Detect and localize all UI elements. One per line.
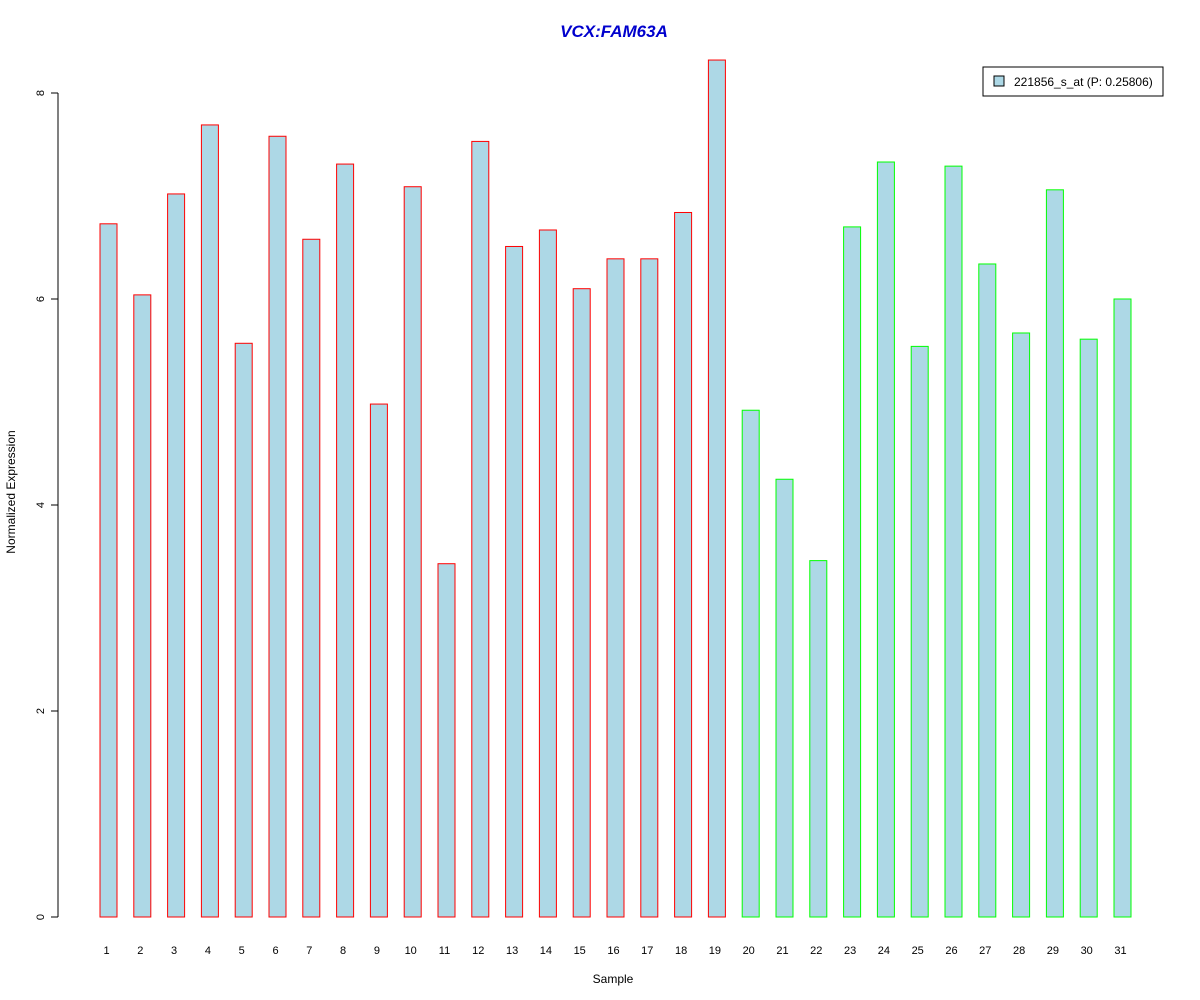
x-tick-label: 8	[340, 945, 346, 957]
x-tick-label: 27	[979, 945, 991, 957]
x-tick-label: 30	[1081, 945, 1093, 957]
bar	[505, 245, 524, 918]
bar	[437, 563, 456, 918]
x-tick-label: 26	[945, 945, 957, 957]
legend: 221856_s_at (P: 0.25806)	[982, 66, 1164, 97]
x-tick-label: 1	[103, 945, 109, 957]
bar	[640, 258, 659, 918]
legend-label: 221856_s_at (P: 0.25806)	[1014, 75, 1153, 89]
y-axis-label: Normalized Expression	[4, 430, 18, 553]
y-axis: 0 2 4 6 8	[35, 90, 59, 920]
bar	[167, 193, 186, 918]
x-tick-label: 5	[239, 945, 245, 957]
x-tick-label: 9	[374, 945, 380, 957]
legend-box	[982, 66, 1164, 97]
x-tick-label: 10	[405, 945, 417, 957]
bar	[99, 223, 118, 918]
bar	[200, 124, 219, 918]
y-tick-label: 0	[35, 914, 47, 920]
x-tick-label: 6	[272, 945, 278, 957]
x-tick-label: 16	[607, 945, 619, 957]
bar	[707, 59, 726, 918]
x-tick-label: 31	[1114, 945, 1126, 957]
bar	[572, 288, 591, 918]
bar	[471, 140, 490, 918]
bar	[1079, 338, 1098, 918]
x-tick-label: 15	[574, 945, 586, 957]
x-tick-labels: 1 2 3 4 5 6 7 8 9 10 11 12 13 14 15 16 17 18 19 20 21 22 23 24 2…	[103, 945, 1126, 957]
x-tick-label: 22	[810, 945, 822, 957]
x-tick-label: 14	[540, 945, 552, 957]
bar	[809, 560, 828, 918]
x-tick-label: 25	[912, 945, 924, 957]
bar	[876, 161, 895, 918]
bar	[302, 238, 321, 918]
bar	[843, 226, 862, 918]
bar	[1012, 332, 1031, 918]
y-tick-label: 6	[35, 296, 47, 302]
x-tick-label: 7	[306, 945, 312, 957]
bar	[910, 345, 929, 918]
x-tick-label: 12	[472, 945, 484, 957]
y-tick-label: 4	[35, 502, 47, 508]
bar	[133, 294, 152, 918]
chart-title: VCX:FAM63A	[560, 22, 668, 41]
bar	[978, 263, 997, 918]
x-tick-label: 11	[439, 945, 450, 957]
x-tick-label: 20	[743, 945, 755, 957]
x-tick-label: 21	[776, 945, 788, 957]
bar	[775, 478, 794, 918]
x-tick-label: 23	[844, 945, 856, 957]
bar	[1113, 298, 1132, 918]
legend-swatch	[993, 75, 1005, 87]
x-tick-label: 3	[171, 945, 177, 957]
y-tick-label: 2	[35, 708, 47, 714]
bar	[538, 229, 557, 918]
x-tick-label: 29	[1047, 945, 1059, 957]
bar	[234, 342, 253, 918]
x-tick-label: 17	[641, 945, 653, 957]
x-tick-label: 24	[878, 945, 890, 957]
bar	[944, 165, 963, 918]
bar	[369, 403, 388, 918]
x-tick-label: 18	[675, 945, 687, 957]
x-axis-label: Sample	[593, 972, 634, 986]
bar	[1045, 189, 1064, 918]
x-tick-label: 13	[506, 945, 518, 957]
bars	[99, 59, 1132, 918]
bar	[336, 163, 355, 918]
x-tick-label: 28	[1013, 945, 1025, 957]
y-tick-label: 8	[35, 90, 47, 96]
bar	[674, 211, 693, 918]
x-tick-label: 4	[205, 945, 211, 957]
bar	[268, 135, 287, 918]
x-tick-label: 19	[709, 945, 721, 957]
x-tick-label: 2	[137, 945, 143, 957]
bar	[403, 186, 422, 918]
bar	[606, 258, 625, 918]
bar	[741, 409, 760, 918]
